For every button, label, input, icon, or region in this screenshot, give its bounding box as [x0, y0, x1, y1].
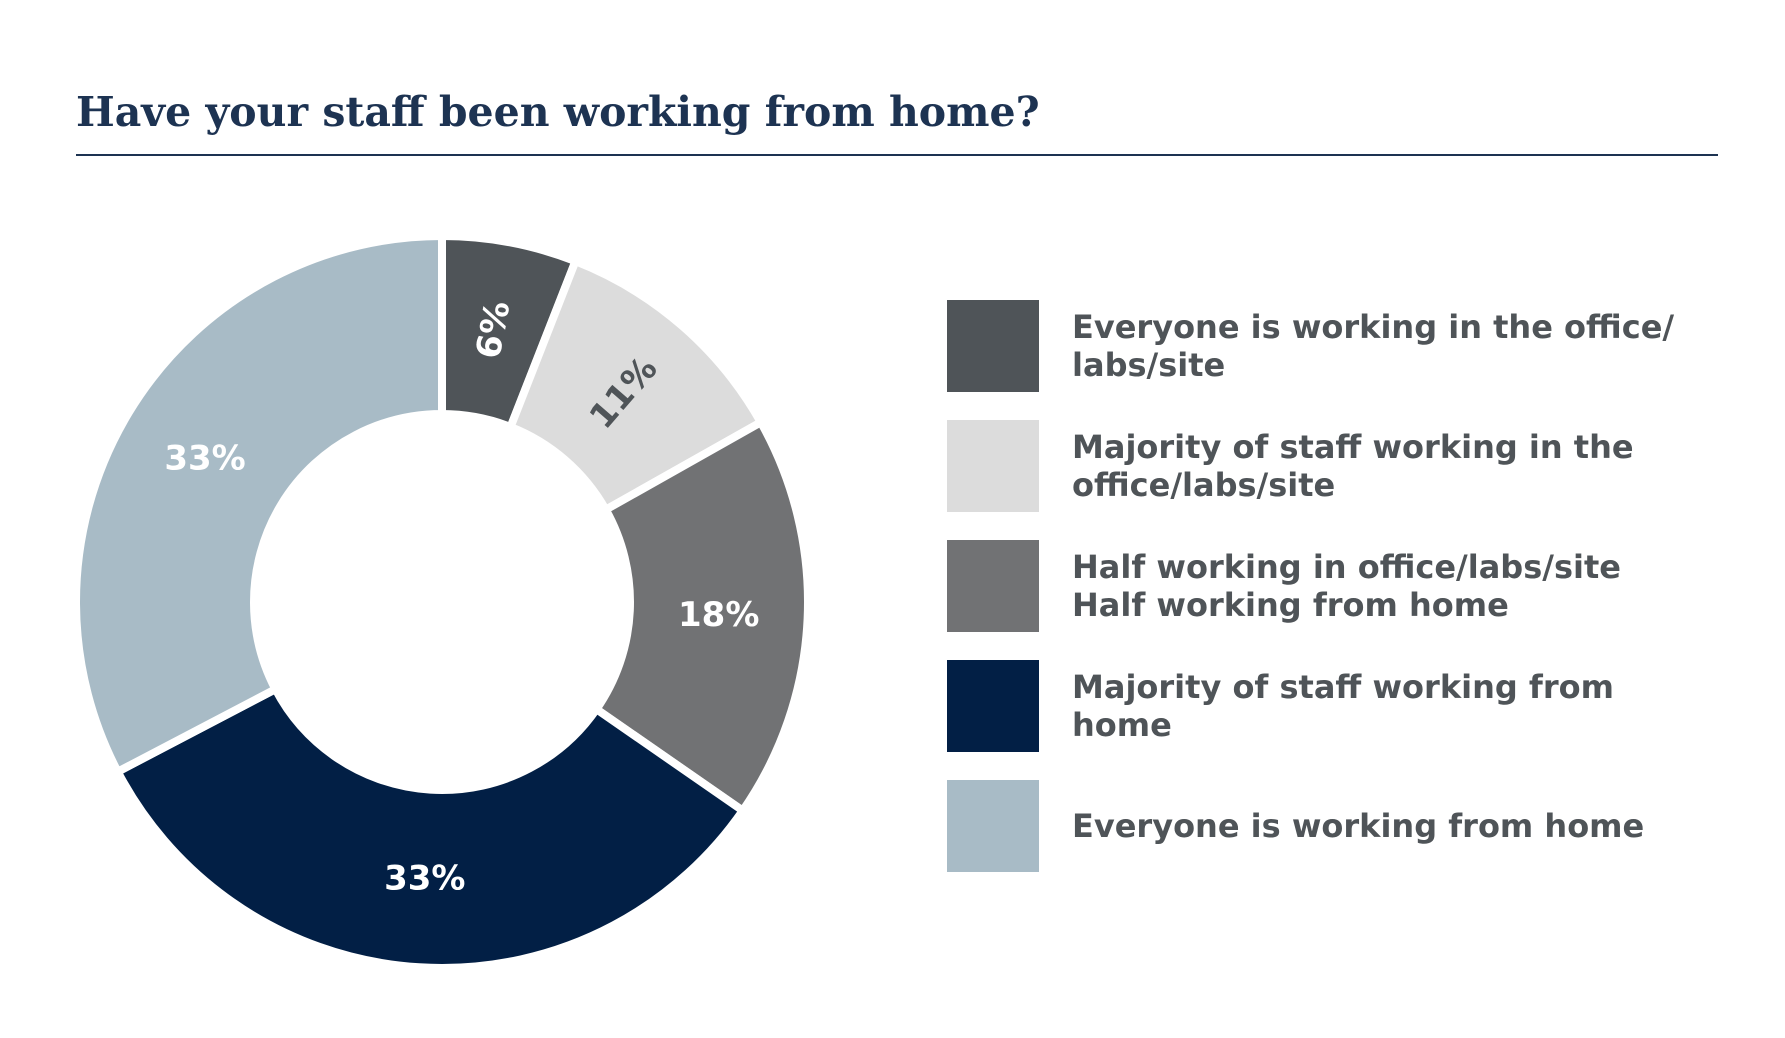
legend-swatch [947, 540, 1039, 632]
legend-item-4: Majority of staff working from home [947, 660, 1707, 752]
legend-item-1: Everyone is working in the office/ labs/… [947, 300, 1707, 392]
slice-label-4: 33% [384, 858, 465, 898]
legend-item-3: Half working in office/labs/site Half wo… [947, 540, 1707, 632]
legend-swatch [947, 300, 1039, 392]
slice-label-3: 18% [678, 595, 759, 635]
legend-label: Majority of staff working from home [1072, 668, 1614, 744]
legend-swatch [947, 420, 1039, 512]
legend-swatch [947, 660, 1039, 752]
legend-label: Majority of staff working in the office/… [1072, 428, 1634, 504]
legend-item-5: Everyone is working from home [947, 780, 1707, 872]
legend-label: Everyone is working in the office/ labs/… [1072, 308, 1675, 384]
chart-title: Have your staff been working from home? [76, 88, 1040, 136]
donut-slice-4 [112, 683, 749, 972]
legend-item-2: Majority of staff working in the office/… [947, 420, 1707, 512]
legend-swatch [947, 780, 1039, 872]
legend-label: Everyone is working from home [1072, 807, 1645, 845]
title-divider [76, 154, 1718, 156]
donut-slice-3 [590, 416, 812, 817]
donut-slice-5 [72, 231, 446, 778]
legend-label: Half working in office/labs/site Half wo… [1072, 548, 1621, 624]
slice-label-5: 33% [164, 439, 245, 479]
